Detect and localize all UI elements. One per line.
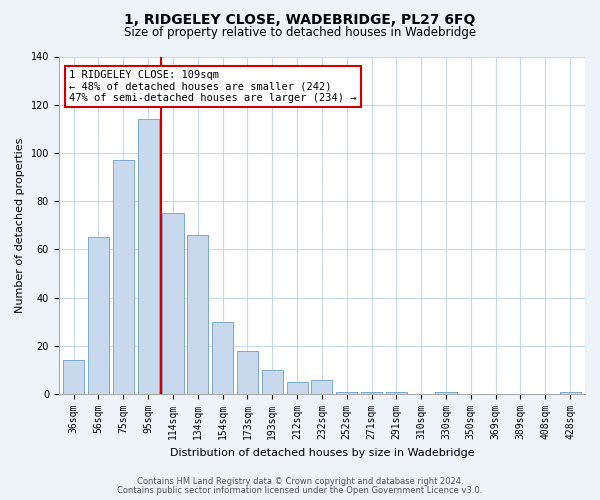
X-axis label: Distribution of detached houses by size in Wadebridge: Distribution of detached houses by size … <box>170 448 474 458</box>
Bar <box>88 238 109 394</box>
Bar <box>113 160 134 394</box>
Bar <box>336 392 357 394</box>
Text: 1 RIDGELEY CLOSE: 109sqm
← 48% of detached houses are smaller (242)
47% of semi-: 1 RIDGELEY CLOSE: 109sqm ← 48% of detach… <box>70 70 357 103</box>
Bar <box>212 322 233 394</box>
Bar <box>262 370 283 394</box>
Bar <box>163 214 184 394</box>
Bar <box>436 392 457 394</box>
Bar <box>237 351 258 394</box>
Bar <box>386 392 407 394</box>
Text: Contains public sector information licensed under the Open Government Licence v3: Contains public sector information licen… <box>118 486 482 495</box>
Text: Contains HM Land Registry data © Crown copyright and database right 2024.: Contains HM Land Registry data © Crown c… <box>137 477 463 486</box>
Text: 1, RIDGELEY CLOSE, WADEBRIDGE, PL27 6FQ: 1, RIDGELEY CLOSE, WADEBRIDGE, PL27 6FQ <box>124 12 476 26</box>
Bar <box>311 380 332 394</box>
Bar <box>187 235 208 394</box>
Y-axis label: Number of detached properties: Number of detached properties <box>15 138 25 313</box>
Bar <box>137 119 158 394</box>
Bar <box>63 360 84 394</box>
Bar <box>287 382 308 394</box>
Text: Size of property relative to detached houses in Wadebridge: Size of property relative to detached ho… <box>124 26 476 39</box>
Bar <box>361 392 382 394</box>
Bar <box>560 392 581 394</box>
